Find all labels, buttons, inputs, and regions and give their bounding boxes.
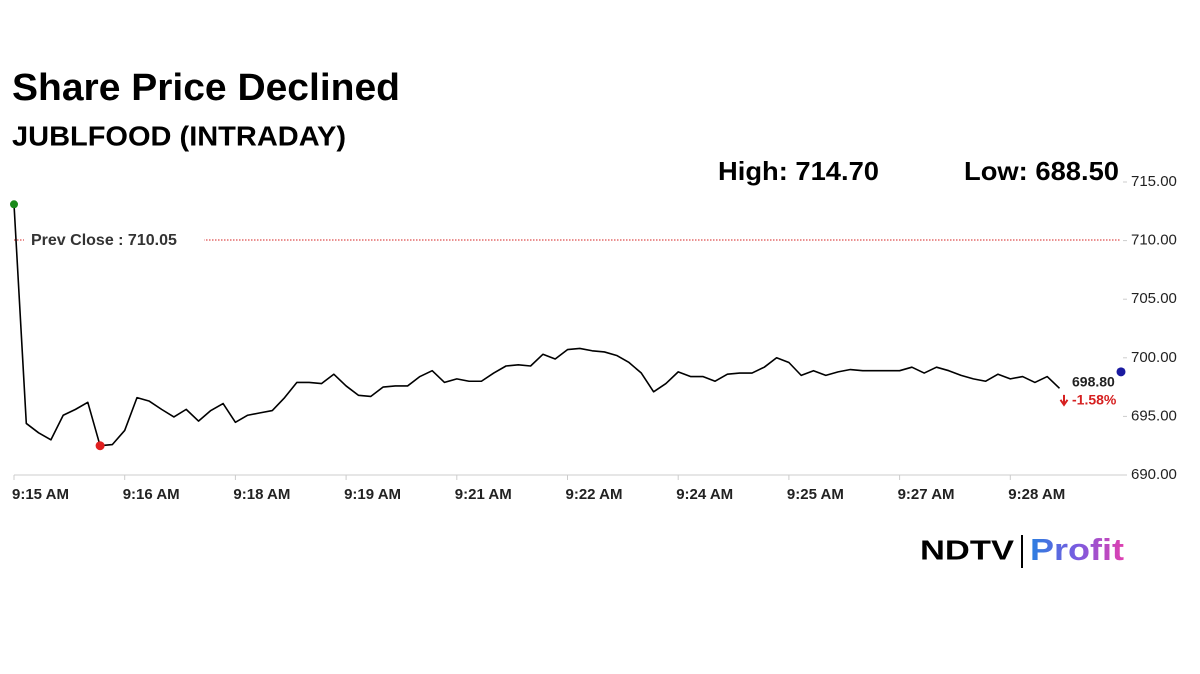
x-tick-label: 9:28 AM xyxy=(1008,486,1065,503)
prev-close-bg xyxy=(24,229,204,252)
chart-subtitle: JUBLFOOD (INTRADAY) xyxy=(12,120,346,151)
logo-profit: Profit xyxy=(1030,532,1124,567)
x-tick-label: 9:22 AM xyxy=(566,486,623,503)
last-value-label: 698.80 xyxy=(1072,374,1115,390)
end-marker xyxy=(1116,367,1126,377)
chart-title: Share Price Declined xyxy=(12,67,400,109)
low-marker xyxy=(95,441,105,451)
start-marker xyxy=(10,200,18,209)
y-tick-label: 700.00 xyxy=(1131,349,1177,366)
y-tick-label: 715.00 xyxy=(1131,173,1177,190)
x-tick-label: 9:15 AM xyxy=(12,486,69,503)
change-label: -1.58% xyxy=(1072,392,1117,408)
low-label: Low: 688.50 xyxy=(964,156,1119,186)
logo: NDTV Profit xyxy=(920,532,1124,568)
high-label: High: 714.70 xyxy=(718,156,879,186)
y-tick-label: 690.00 xyxy=(1131,466,1177,483)
x-tick-label: 9:27 AM xyxy=(898,486,955,503)
prev-close-label: Prev Close : 710.05 xyxy=(31,232,177,249)
y-tick-label: 710.00 xyxy=(1131,232,1177,249)
x-tick-label: 9:21 AM xyxy=(455,486,512,503)
change-arrow xyxy=(1059,394,1069,407)
x-tick-label: 9:24 AM xyxy=(676,486,733,503)
x-tick-label: 9:19 AM xyxy=(344,486,401,503)
y-tick-label: 695.00 xyxy=(1131,407,1177,424)
x-tick-label: 9:16 AM xyxy=(123,486,180,503)
x-tick-label: 9:25 AM xyxy=(787,486,844,503)
y-tick-label: 705.00 xyxy=(1131,290,1177,307)
logo-ndtv: NDTV xyxy=(920,534,1014,565)
x-tick-label: 9:18 AM xyxy=(233,486,290,503)
